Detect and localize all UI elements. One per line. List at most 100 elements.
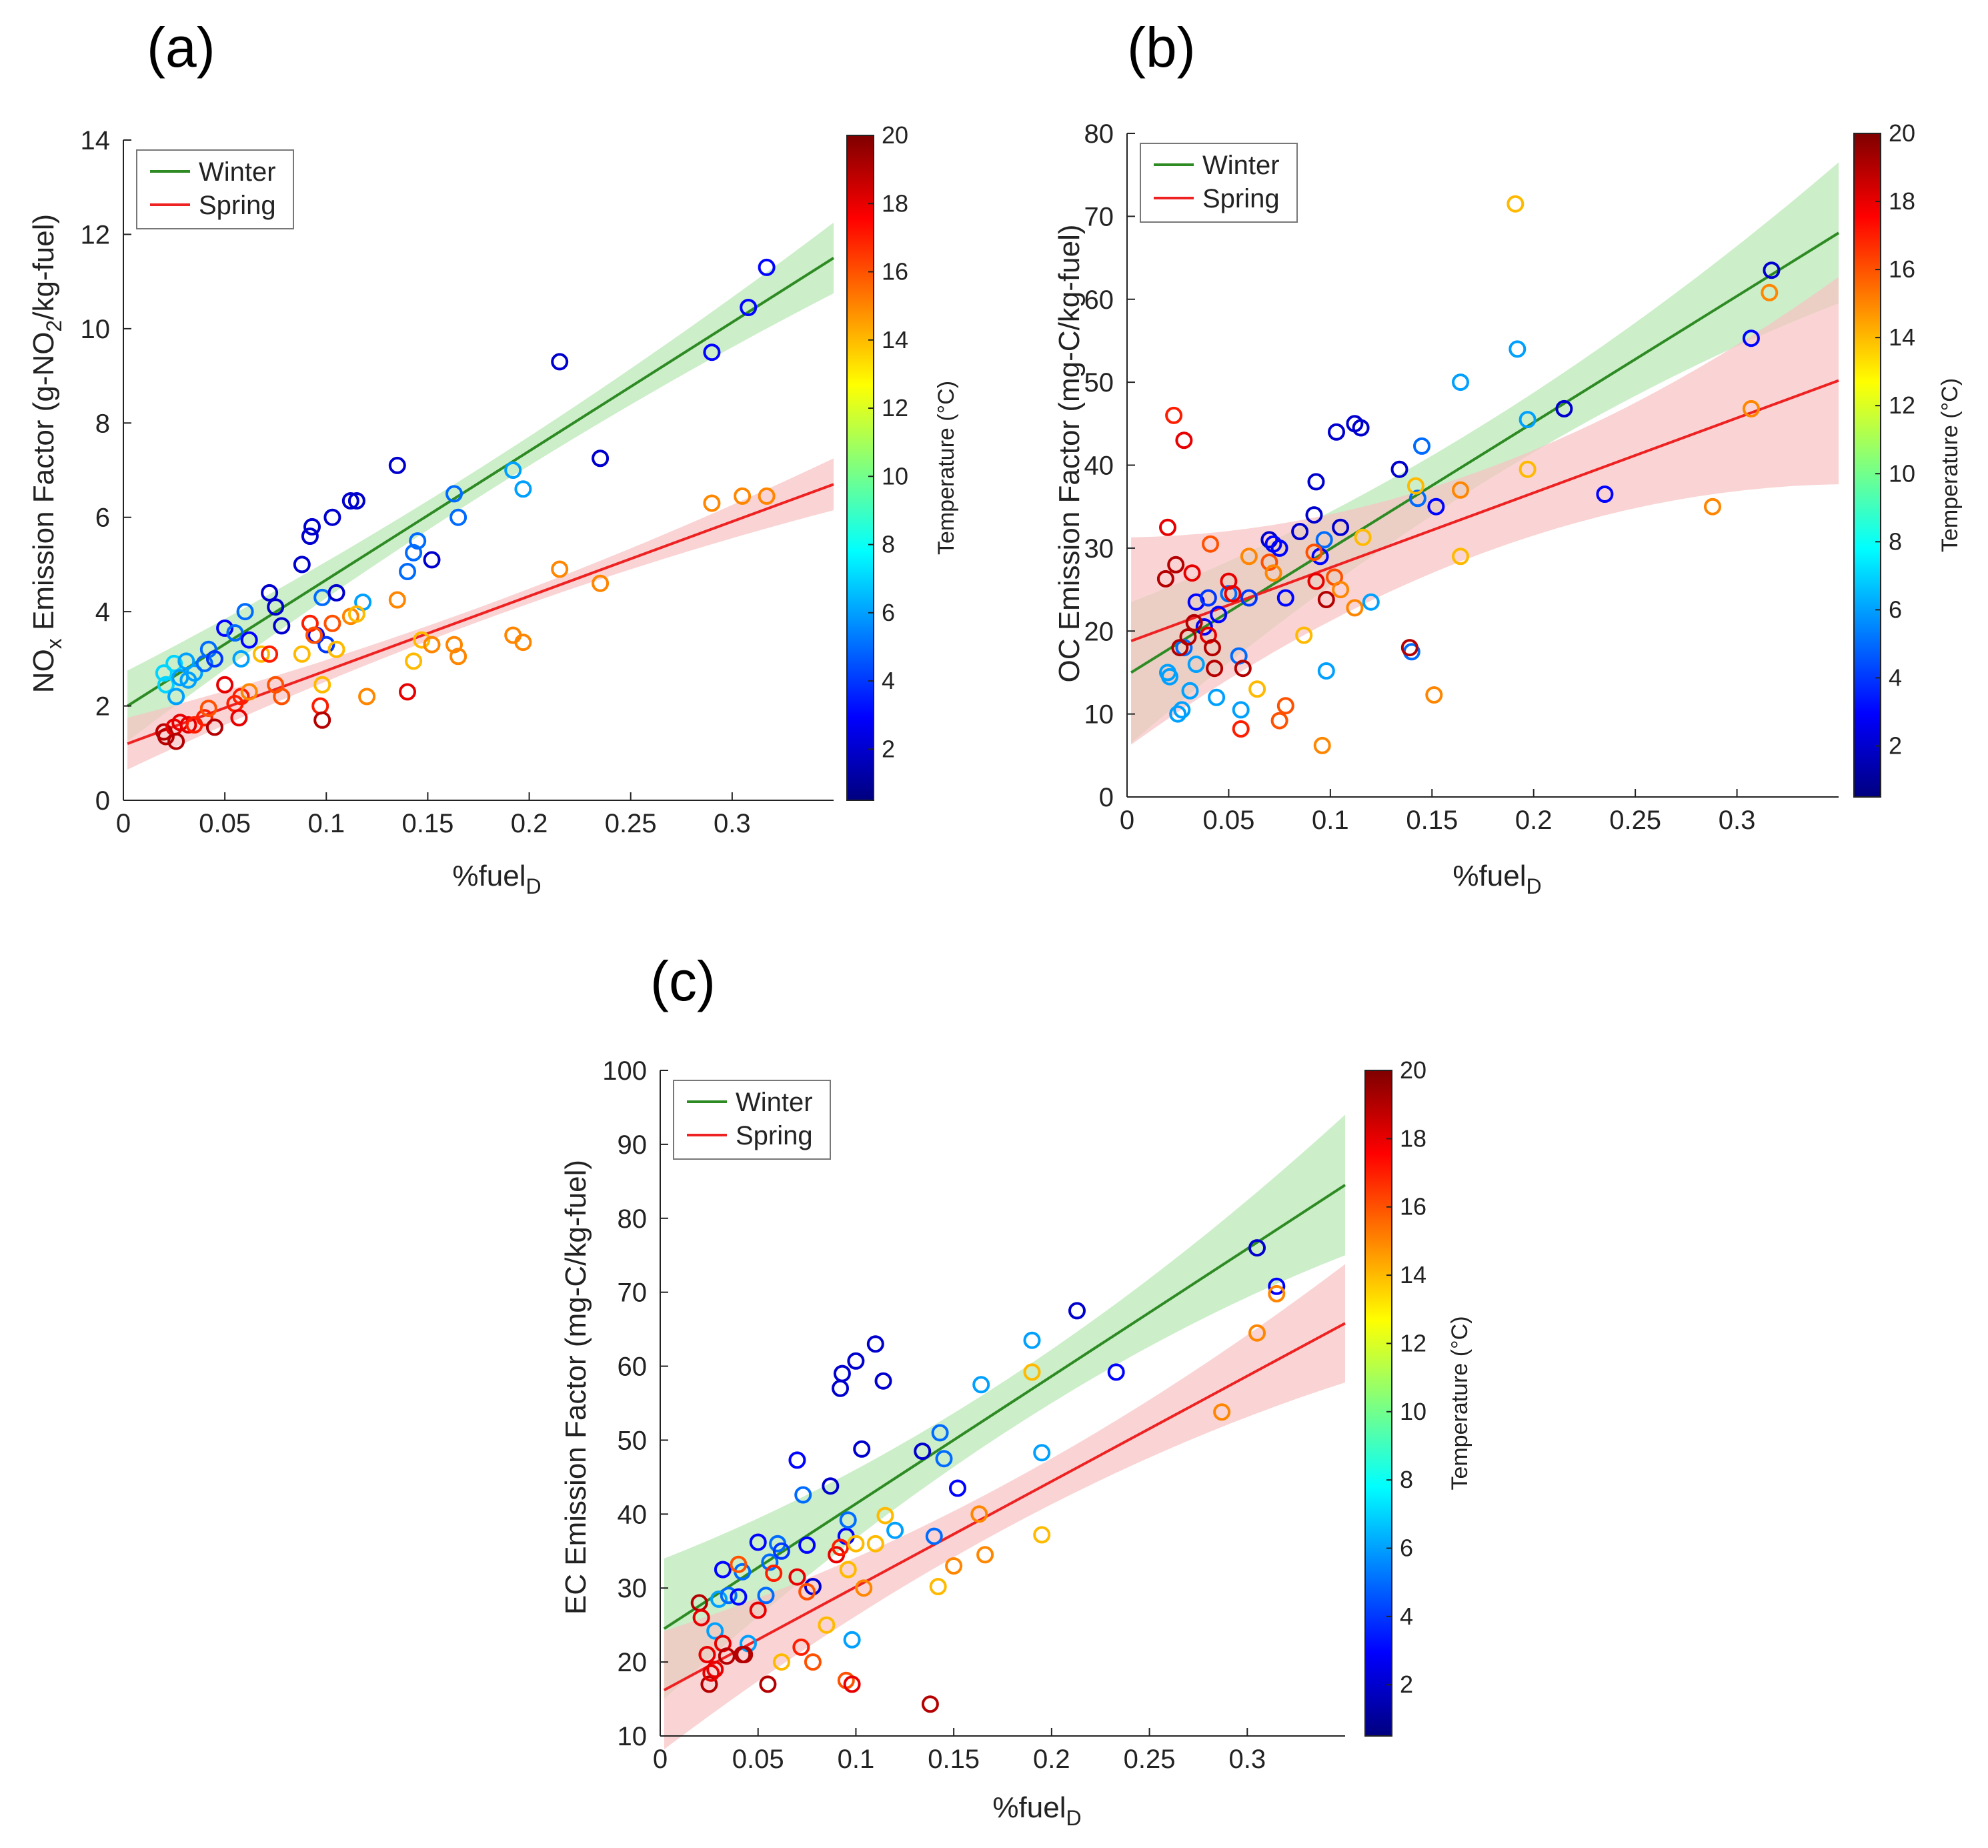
x-tick-label: 0.05 [732,1745,784,1774]
data-point [1167,556,1185,574]
data-point [216,676,234,694]
data-point [1305,544,1323,562]
x-tick-label: 0.15 [928,1745,980,1774]
data-point [261,584,279,602]
x-tick-label: 0.25 [1124,1745,1176,1774]
data-point [423,636,441,654]
panel-c: (c) 0 0.05 0.1 0.15 0.2 0.25 0.3 10 20 30 40 50 60 70… [560,950,1472,1830]
y-tick-label: 70 [1084,202,1114,231]
data-point [1704,498,1721,516]
data-point [1224,585,1242,603]
x-tick-label: 0.15 [401,809,453,838]
y-tick-label: 0 [1099,783,1114,812]
data-point [749,1601,767,1619]
data-point [267,598,285,616]
data-point [1068,1302,1086,1320]
y-axis-title-a: NOx Emission Factor (g-NO2/kg-fuel) [27,214,66,693]
data-point [818,1616,836,1634]
data-point [1555,399,1573,417]
x-tick-label: 0.2 [511,809,548,838]
colorbar-scale [846,135,874,801]
data-point [409,532,427,550]
x-tick-label: 0 [1120,806,1134,835]
data-point [798,1583,816,1601]
y-tick-label: 90 [618,1130,648,1160]
data-point [874,1372,892,1390]
data-point [1213,1403,1231,1421]
data-point [303,518,321,536]
data-point [1033,1526,1051,1544]
data-point [839,1561,857,1579]
y-tick-label: 20 [618,1648,648,1677]
data-point [1248,1239,1266,1257]
data-point [759,1675,777,1693]
data-point [703,494,721,512]
data-point [1202,535,1219,553]
colorbar-tick-label: 6 [1889,596,1902,623]
data-point [216,619,234,637]
data-point [293,645,311,663]
data-point [1268,1284,1286,1302]
colorbar-tick-label: 16 [1400,1193,1426,1220]
data-point [551,560,569,578]
data-point [358,688,376,706]
colorbar-a: 2 4 6 8 10 12 14 16 18 20 Temperature (°C) [846,121,959,801]
colorbar-title: Temperature (°C) [1937,378,1963,552]
panel-label-b: (b) [1127,16,1196,79]
data-point [1232,701,1250,719]
data-point [195,709,213,727]
y-tick-label: 60 [618,1352,648,1382]
data-point [1232,720,1250,738]
fit-line-winter [127,257,835,708]
y-tick-label: 20 [1084,617,1114,646]
data-point [1183,564,1201,582]
data-point [1023,1331,1041,1349]
data-point [832,1539,849,1557]
data-point [700,1675,718,1693]
colorbar-tick-label: 16 [882,258,908,285]
data-point [1248,1324,1266,1342]
data-point [1406,477,1424,495]
y-tick-label: 12 [81,220,111,249]
colorbar-b: 2 4 6 8 10 12 14 16 18 20 Temperature (°C) [1853,119,1963,798]
x-tick-label: 0.3 [1719,806,1756,835]
x-tick-label: 0.3 [1228,1745,1266,1774]
data-point [1328,423,1345,441]
x-tick-label: 0.1 [1312,806,1349,835]
x-tick-label: 0.2 [1033,1745,1070,1774]
data-point [931,1424,949,1442]
data-point [935,1450,953,1468]
colorbar-tick-label: 6 [882,599,895,626]
data-point [592,574,610,592]
data-point [1260,531,1278,549]
data-point [758,487,776,505]
data-point [1742,329,1760,347]
data-point [794,1486,812,1504]
colorbar-tick-label: 8 [882,531,895,558]
data-point [698,1646,716,1663]
data-point [1268,1277,1286,1295]
data-point [1390,460,1408,478]
panel-label-c: (c) [650,950,716,1012]
data-point [1519,411,1537,429]
data-point [886,1521,904,1539]
data-point [710,1590,728,1608]
data-point [866,1335,884,1353]
data-point [1187,656,1205,673]
data-point [1307,473,1325,491]
data-point [405,652,423,670]
data-point [1295,626,1313,644]
colorbar-tick-label: 4 [1889,664,1902,691]
y-tick-label: 0 [95,786,110,816]
data-point [252,645,270,663]
data-point [1317,662,1335,680]
colorbar-title: Temperature (°C) [934,381,959,555]
data-point [1270,712,1288,730]
legend-label-winter: Winter [736,1088,813,1117]
y-tick-label: 30 [1084,534,1114,564]
data-point [1179,628,1197,646]
x-tick-label: 0.05 [1202,806,1254,835]
data-point [293,556,311,574]
data-point [1161,668,1178,686]
data-point [323,614,341,632]
